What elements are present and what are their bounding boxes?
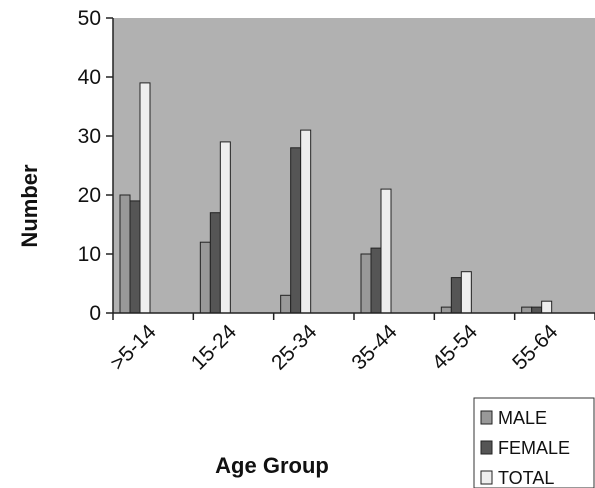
x-tick-label: >5-14 [106, 320, 161, 375]
y-tick-label: 20 [78, 184, 101, 207]
legend-box [473, 397, 595, 488]
legend-swatch [480, 440, 493, 455]
y-tick-label: 30 [78, 125, 101, 148]
y-axis-title: Number [17, 164, 42, 248]
y-tick-label: 10 [78, 243, 101, 266]
legend-items: MALE FEMALE TOTAL [480, 408, 570, 488]
bar-female [209, 212, 221, 314]
bar-male [521, 306, 533, 314]
bar-female [531, 306, 543, 314]
y-tick-label: 40 [78, 66, 101, 89]
bar-total [219, 141, 231, 314]
legend-swatch [480, 470, 493, 485]
bar-male [199, 241, 211, 314]
bar-total [460, 271, 472, 314]
legend-label: TOTAL [498, 468, 554, 488]
x-axis-title: Age Group [215, 453, 329, 478]
x-ticks: >5-14 15-24 25-34 35-44 45-54 55-64 [106, 313, 595, 375]
y-ticks: 0 10 20 30 40 50 [78, 7, 113, 325]
bar-female [450, 277, 462, 314]
legend-swatch [480, 410, 493, 425]
bar-male [440, 306, 452, 314]
bar-total [380, 188, 392, 314]
plot-area [113, 18, 595, 313]
legend: MALE FEMALE TOTAL [473, 397, 595, 488]
bar-female [370, 247, 382, 314]
bar-total [139, 82, 151, 314]
bar-female [290, 147, 302, 314]
legend-label: FEMALE [498, 438, 570, 458]
bar-male [119, 194, 131, 314]
x-tick-label: 25-34 [267, 320, 321, 374]
x-tick-label: 55-64 [508, 320, 562, 374]
bars [119, 82, 553, 314]
bar-total [300, 129, 312, 314]
bar-male [280, 294, 292, 314]
y-tick-label: 50 [78, 7, 101, 30]
bar-male [360, 253, 372, 314]
bar-female [129, 200, 141, 314]
x-tick-label: 45-54 [428, 320, 482, 374]
legend-label: MALE [498, 408, 547, 428]
x-tick-label: 35-44 [347, 320, 401, 374]
bar-total [541, 300, 553, 314]
x-tick-label: 15-24 [187, 320, 241, 374]
y-tick-label: 0 [89, 302, 101, 325]
